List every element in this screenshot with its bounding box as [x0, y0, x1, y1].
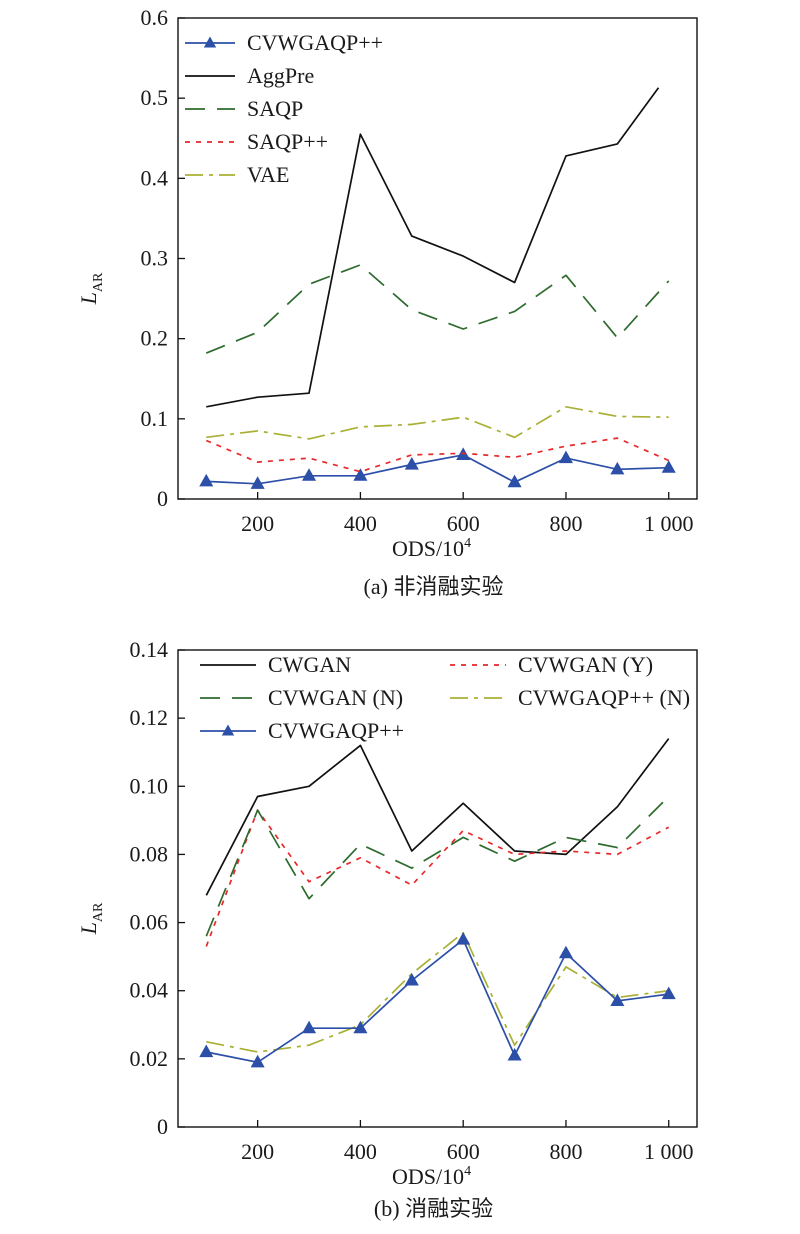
- data-point: [507, 1047, 522, 1061]
- x-tick-label: 800: [549, 1139, 582, 1164]
- legend-item: CVWGAN (N): [200, 685, 403, 710]
- data-point: [404, 457, 419, 470]
- data-point: [302, 468, 317, 481]
- legend-item: CVWGAN (Y): [450, 652, 653, 677]
- y-axis-label-sub: AR: [91, 272, 106, 292]
- x-tick-label: 1 000: [644, 511, 694, 536]
- legend-label: CVWGAN (Y): [518, 652, 653, 677]
- legend: CVWGAQP++ AggPre SAQP SAQP++ VAE: [185, 30, 383, 187]
- x-axis-label-sup: 4: [464, 536, 471, 551]
- data-point: [558, 450, 573, 464]
- legend-marker: [221, 724, 235, 736]
- data-point: [250, 476, 265, 489]
- y-tick-label: 0.02: [130, 1046, 169, 1071]
- y-tick-label: 0.4: [141, 165, 169, 190]
- legend-item: CVWGAQP++ (N): [450, 685, 690, 710]
- y-axis-label: LAR: [76, 272, 106, 305]
- legend-label: CVWGAQP++ (N): [518, 685, 690, 710]
- plot-frame: [177, 649, 698, 1128]
- series-line-cvwgaqp-: [206, 938, 669, 1064]
- y-tick-label: 0.2: [141, 326, 169, 351]
- x-tick-label: 1 000: [644, 1139, 694, 1164]
- data-point: [250, 1054, 265, 1068]
- legend-item: CWGAN: [200, 652, 351, 677]
- y-axis-label-main: L: [76, 292, 101, 305]
- legend-label: AggPre: [247, 63, 314, 88]
- series-line-cvwgaqp-: [206, 454, 669, 485]
- figure-caption: (a) 非消融实验: [364, 574, 504, 599]
- legend-item: SAQP++: [185, 129, 328, 154]
- legend-label: SAQP: [247, 96, 303, 121]
- data-point: [507, 474, 522, 488]
- series-line-cvwgan-y-: [205, 809, 670, 947]
- x-tick-label: 400: [344, 1139, 377, 1164]
- y-tick-label: 0.10: [130, 773, 169, 798]
- x-axis-label-main: ODS/10: [392, 1164, 464, 1189]
- data-point: [199, 473, 214, 487]
- y-axis-label-sub: AR: [91, 902, 106, 922]
- legend-label: VAE: [247, 162, 289, 187]
- y-tick-label: 0.08: [130, 841, 169, 866]
- series-line-saqp-: [205, 437, 670, 473]
- legend-marker: [203, 36, 217, 48]
- plot-frame: [177, 17, 698, 500]
- y-tick-label: 0.04: [130, 978, 169, 1003]
- data-point: [353, 1020, 368, 1034]
- data-point: [610, 993, 625, 1006]
- legend-item: CVWGAQP++: [185, 30, 383, 55]
- legend-item: VAE: [185, 162, 289, 187]
- x-tick-label: 600: [447, 1139, 480, 1164]
- y-tick-label: 0.06: [130, 910, 169, 935]
- x-axis-label-main: ODS/10: [392, 536, 464, 561]
- y-tick-label: 0.14: [130, 637, 169, 662]
- data-point: [558, 945, 573, 959]
- legend-item: AggPre: [185, 63, 314, 88]
- y-tick-label: 0.6: [141, 5, 169, 30]
- legend-label: CVWGAN (N): [268, 685, 403, 710]
- data-point: [404, 972, 419, 986]
- data-point: [661, 986, 676, 1000]
- y-tick-label: 0: [157, 1114, 168, 1139]
- legend-label: CWGAN: [268, 652, 351, 677]
- y-tick-label: 0.12: [130, 705, 169, 730]
- series-line-cvwgaqp-n-: [206, 931, 669, 1053]
- series-line-vae: [206, 405, 669, 440]
- chart-a: 0 0.1 0.2 0.3 0.4 0.5 0.6 200 400 600 800 1 000 ODS/…: [76, 5, 698, 599]
- x-tick-label: 600: [447, 511, 480, 536]
- chart-b: 0 0.02 0.04 0.06 0.08 0.10 0.12 0.14 200 400 600 80…: [76, 637, 698, 1221]
- data-point: [661, 460, 676, 473]
- y-tick-label: 0.3: [141, 246, 169, 271]
- x-axis-label: ODS/104: [392, 1164, 471, 1189]
- legend-item: CVWGAQP++: [200, 718, 404, 743]
- x-axis-label: ODS/104: [392, 536, 471, 561]
- legend: CWGAN CVWGAN (Y) CVWGAN (N) CVWGAQP++ (N) CV…: [200, 652, 690, 743]
- series-line-saqp: [205, 264, 670, 354]
- x-axis-label-sup: 4: [464, 1164, 471, 1179]
- y-axis-label-main: L: [76, 922, 101, 935]
- x-tick-label: 800: [549, 511, 582, 536]
- data-point: [302, 1020, 317, 1034]
- y-tick-label: 0: [157, 486, 168, 511]
- y-tick-label: 0.1: [141, 406, 169, 431]
- data-point: [199, 1044, 214, 1058]
- legend-label: SAQP++: [247, 129, 328, 154]
- y-axis-label: LAR: [76, 902, 106, 935]
- legend-item: SAQP: [185, 96, 303, 121]
- data-point: [610, 461, 625, 475]
- legend-label: CVWGAQP++: [247, 30, 383, 55]
- data-point: [456, 932, 471, 945]
- x-tick-label: 200: [241, 511, 274, 536]
- series-line-aggpre: [206, 87, 660, 408]
- y-tick-label: 0.5: [141, 85, 169, 110]
- figure-caption: (b) 消融实验: [374, 1196, 493, 1221]
- x-tick-label: 400: [344, 511, 377, 536]
- series-line-cwgan: [205, 738, 670, 896]
- data-point: [353, 468, 368, 481]
- legend-label: CVWGAQP++: [268, 718, 404, 743]
- x-tick-label: 200: [241, 1139, 274, 1164]
- series-line-cvwgan-n-: [205, 795, 670, 937]
